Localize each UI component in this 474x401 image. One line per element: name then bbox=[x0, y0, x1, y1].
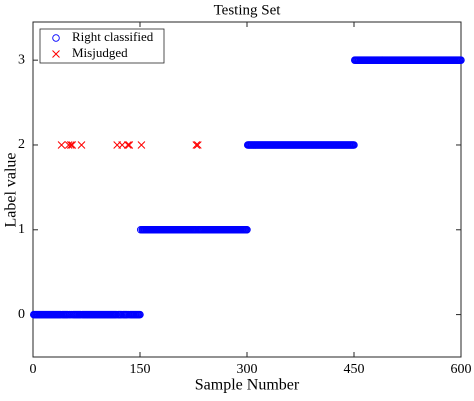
x-tick-label: 150 bbox=[130, 362, 151, 377]
y-tick-label: 3 bbox=[18, 52, 25, 67]
y-axis-label: Label value bbox=[3, 152, 20, 227]
x-tick-label: 600 bbox=[451, 362, 472, 377]
legend-box bbox=[39, 28, 165, 64]
marker-x bbox=[192, 141, 201, 149]
chart-title: Testing Set bbox=[214, 2, 282, 18]
marker-x bbox=[137, 141, 146, 149]
legend-label: Right classified bbox=[72, 29, 154, 44]
legend-marker bbox=[52, 34, 60, 42]
x-axis-label: Sample Number bbox=[195, 377, 300, 394]
marker-circle bbox=[457, 56, 465, 64]
x-tick-label: 0 bbox=[30, 362, 37, 377]
y-tick-label: 1 bbox=[18, 222, 25, 237]
legend-label: Misjudged bbox=[72, 45, 128, 60]
legend-marker bbox=[52, 50, 60, 58]
marker-x bbox=[118, 141, 127, 149]
x-tick-label: 450 bbox=[344, 362, 365, 377]
marker-x bbox=[68, 141, 77, 149]
plot-area bbox=[32, 21, 462, 358]
marker-circle bbox=[350, 141, 358, 149]
marker-x bbox=[193, 141, 202, 149]
marker-circle bbox=[136, 310, 144, 319]
marker-circle bbox=[243, 226, 251, 234]
marker-x bbox=[64, 141, 73, 149]
marker-x bbox=[125, 141, 134, 149]
marker-x bbox=[77, 141, 86, 149]
marker-x bbox=[57, 141, 66, 149]
x-tick-label: 300 bbox=[237, 362, 258, 377]
y-tick-label: 2 bbox=[18, 137, 25, 152]
y-tick-label: 0 bbox=[18, 307, 25, 322]
marker-x bbox=[124, 141, 132, 149]
marker-x bbox=[66, 141, 75, 149]
